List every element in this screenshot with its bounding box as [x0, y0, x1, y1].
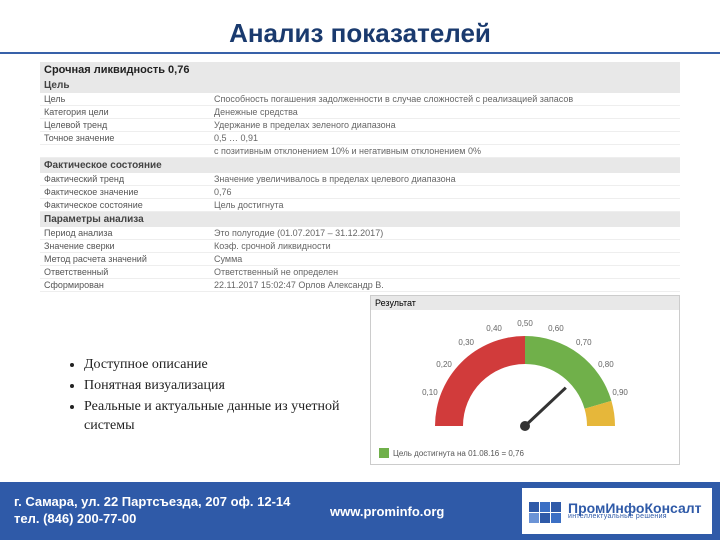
kv-row: Категория целиДенежные средства — [40, 106, 680, 119]
kv-value: с позитивным отклонением 10% и негативны… — [214, 146, 676, 156]
kv-value: Значение увеличивалось в пределах целево… — [214, 174, 676, 184]
kv-value: Цель достигнута — [214, 200, 676, 210]
gauge-title: Результат — [371, 296, 679, 310]
kv-key: Точное значение — [44, 133, 214, 143]
bullet-item: Доступное описание — [84, 356, 356, 375]
page-title: Анализ показателей — [215, 18, 505, 49]
kv-row: Фактический трендЗначение увеличивалось … — [40, 173, 680, 186]
kv-key: Категория цели — [44, 107, 214, 117]
kv-key: Целевой тренд — [44, 120, 214, 130]
kv-value: Денежные средства — [214, 107, 676, 117]
footer-address-line1: г. Самара, ул. 22 Партсъезда, 207 оф. 12… — [14, 494, 290, 511]
kv-value: 0,5 … 0,91 — [214, 133, 676, 143]
kv-value: Удержание в пределах зеленого диапазона — [214, 120, 676, 130]
kv-key: Цель — [44, 94, 214, 104]
kv-row: Фактическое состояниеЦель достигнута — [40, 199, 680, 212]
section-header: Параметры анализа — [40, 212, 680, 227]
kv-row: ОтветственныйОтветственный не определен — [40, 266, 680, 279]
logo-brand: ПромИнфоКонсалт интеллектуальные решения — [568, 502, 702, 521]
footer: г. Самара, ул. 22 Партсъезда, 207 оф. 12… — [0, 482, 720, 540]
kv-key: Метод расчета значений — [44, 254, 214, 264]
kv-row: Точное значение0,5 … 0,91 — [40, 132, 680, 145]
svg-text:0,40: 0,40 — [486, 324, 502, 333]
kv-value: Сумма — [214, 254, 676, 264]
kv-row: Значение сверкиКоэф. срочной ликвидности — [40, 240, 680, 253]
kv-row: Период анализаЭто полугодие (01.07.2017 … — [40, 227, 680, 240]
bullet-item: Понятная визуализация — [84, 377, 356, 396]
svg-text:0,70: 0,70 — [576, 338, 592, 347]
footer-logo: ПромИнфоКонсалт интеллектуальные решения — [522, 488, 712, 534]
report-screenshot: Срочная ликвидность 0,76 ЦельЦельСпособн… — [40, 62, 680, 292]
kv-row: Метод расчета значенийСумма — [40, 253, 680, 266]
kv-row: ЦельСпособность погашения задолженности … — [40, 93, 680, 106]
page-title-wrap: Анализ показателей — [0, 18, 720, 49]
bullet-item: Реальные и актуальные данные из учетной … — [84, 398, 356, 436]
kv-key: Фактический тренд — [44, 174, 214, 184]
bullet-list: Доступное описание Понятная визуализация Р… — [66, 356, 356, 438]
kv-key: Период анализа — [44, 228, 214, 238]
kv-row: Сформирован22.11.2017 15:02:47 Орлов Але… — [40, 279, 680, 292]
svg-text:0,90: 0,90 — [612, 388, 628, 397]
footer-url[interactable]: www.prominfo.org — [330, 504, 444, 519]
kv-key: Фактическое состояние — [44, 200, 214, 210]
svg-text:0,20: 0,20 — [436, 360, 452, 369]
kv-value: 0,76 — [214, 187, 676, 197]
gauge-legend: Цель достигнута на 01.08.16 = 0,76 — [379, 448, 524, 458]
kv-value: Способность погашения задолженности в сл… — [214, 94, 676, 104]
gauge-legend-text: Цель достигнута на 01.08.16 = 0,76 — [393, 449, 524, 458]
kv-value: Коэф. срочной ликвидности — [214, 241, 676, 251]
gauge-panel: Результат 0,100,200,300,400,500,600,700,… — [370, 295, 680, 465]
svg-text:0,50: 0,50 — [517, 319, 533, 328]
svg-text:0,30: 0,30 — [458, 338, 474, 347]
footer-address: г. Самара, ул. 22 Партсъезда, 207 оф. 12… — [0, 494, 290, 528]
svg-text:0,10: 0,10 — [422, 388, 438, 397]
kv-key — [44, 146, 214, 156]
kv-row: Фактическое значение0,76 — [40, 186, 680, 199]
kv-key: Значение сверки — [44, 241, 214, 251]
section-header: Цель — [40, 78, 680, 93]
legend-swatch — [379, 448, 389, 458]
section-header: Фактическое состояние — [40, 158, 680, 173]
title-rule — [0, 52, 720, 54]
gauge-chart: 0,10 0,20 0,30 0,40 0,50 0,60 0,70 0,80 0,90 — [380, 316, 670, 446]
kv-row: с позитивным отклонением 10% и негативны… — [40, 145, 680, 158]
kv-key: Фактическое значение — [44, 187, 214, 197]
footer-address-line2: тел. (846) 200-77-00 — [14, 511, 290, 528]
svg-text:0,80: 0,80 — [598, 360, 614, 369]
kv-row: Целевой трендУдержание в пределах зелено… — [40, 119, 680, 132]
kv-value: Это полугодие (01.07.2017 – 31.12.2017) — [214, 228, 676, 238]
report-title: Срочная ликвидность 0,76 — [40, 62, 680, 78]
logo-icon — [528, 494, 562, 528]
svg-text:0,60: 0,60 — [548, 324, 564, 333]
